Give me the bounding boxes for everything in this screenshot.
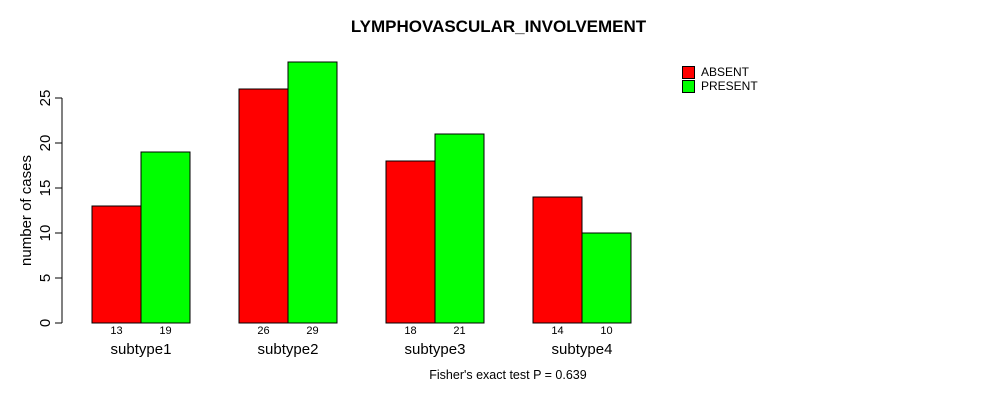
y-tick-label: 25 — [37, 90, 54, 107]
category-label: subtype1 — [111, 341, 172, 358]
category-label: subtype2 — [258, 341, 319, 358]
category-label: subtype3 — [405, 341, 466, 358]
legend-item-present: PRESENT — [682, 79, 758, 93]
bar-value-label: 29 — [306, 325, 318, 337]
y-tick-label: 15 — [37, 180, 54, 197]
bar-value-label: 10 — [600, 325, 612, 337]
legend-label-absent: ABSENT — [701, 65, 750, 79]
y-tick-label: 10 — [37, 225, 54, 242]
bar-absent-subtype4 — [532, 196, 583, 324]
y-axis-title: number of cases — [18, 155, 35, 266]
bar-present-subtype3 — [434, 133, 485, 324]
legend-label-present: PRESENT — [701, 79, 758, 93]
bar-value-label: 19 — [159, 325, 171, 337]
y-tick-label: 20 — [37, 135, 54, 152]
legend: ABSENT PRESENT — [682, 65, 758, 93]
category-label: subtype4 — [552, 341, 613, 358]
bar-absent-subtype2 — [238, 88, 289, 324]
footnote-text: Fisher's exact test P = 0.639 — [429, 368, 587, 382]
bar-value-label: 18 — [404, 325, 416, 337]
y-tick-label: 0 — [37, 319, 54, 327]
bar-value-label: 21 — [453, 325, 465, 337]
bar-absent-subtype1 — [91, 205, 142, 324]
bar-value-label: 26 — [257, 325, 269, 337]
y-tick-label: 5 — [37, 274, 54, 282]
legend-item-absent: ABSENT — [682, 65, 758, 79]
legend-swatch-present — [682, 79, 695, 93]
legend-swatch-absent — [682, 65, 695, 79]
bar-value-label: 14 — [551, 325, 563, 337]
bar-present-subtype2 — [287, 61, 338, 324]
chart-title: LYMPHOVASCULAR_INVOLVEMENT — [350, 17, 647, 36]
bar-present-subtype4 — [581, 232, 632, 324]
bar-present-subtype1 — [140, 151, 191, 324]
bar-absent-subtype3 — [385, 160, 436, 324]
bar-value-label: 13 — [110, 325, 122, 337]
